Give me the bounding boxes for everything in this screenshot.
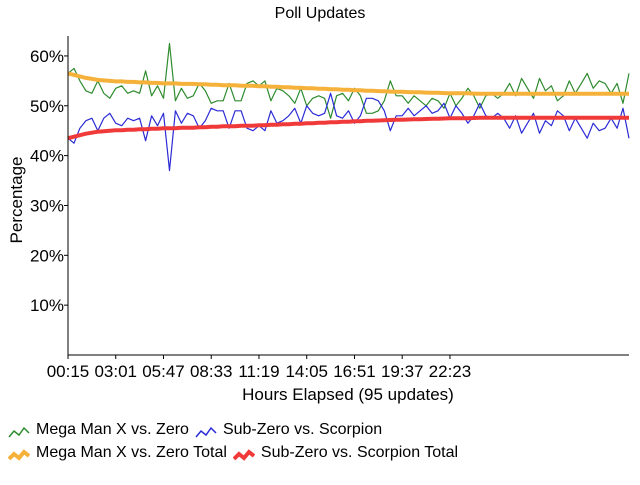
x-axis-ticks: 00:15 03:01 05:47 08:33 11:19 14:05 16:51 19:37… bbox=[47, 355, 472, 381]
y-tick-label: 10% bbox=[30, 296, 64, 315]
x-axis-label: Hours Elapsed (95 updates) bbox=[242, 385, 454, 404]
legend-row-1: Mega Man X vs. Zero Sub-Zero vs. Scorpio… bbox=[8, 418, 464, 441]
chart-title: Poll Updates bbox=[275, 5, 366, 22]
legend-label-megaman-total: Mega Man X vs. Zero Total bbox=[36, 444, 227, 461]
legend-label-megaman: Mega Man X vs. Zero bbox=[36, 421, 189, 438]
y-tick-label: 20% bbox=[30, 246, 64, 265]
legend-item-megaman: Mega Man X vs. Zero bbox=[8, 418, 189, 441]
legend-swatch-subzero-icon bbox=[195, 423, 217, 437]
legend-label-subzero: Sub-Zero vs. Scorpion bbox=[222, 421, 383, 438]
legend-item-subzero: Sub-Zero vs. Scorpion bbox=[195, 418, 382, 441]
x-tick-label: 00:15 bbox=[47, 362, 90, 381]
series-lines bbox=[67, 42, 630, 172]
x-tick-label: 22:23 bbox=[429, 362, 472, 381]
x-tick-label: 08:33 bbox=[190, 362, 233, 381]
legend-swatch-subzero-total-icon bbox=[232, 446, 256, 461]
legend-swatch-megaman-total-icon bbox=[7, 446, 31, 461]
x-tick-label: 11:19 bbox=[238, 362, 279, 381]
series-line-subzero-total bbox=[67, 115, 629, 141]
legend-item-megaman-total: Mega Man X vs. Zero Total bbox=[7, 441, 227, 464]
legend-label-subzero-total: Sub-Zero vs. Scorpion Total bbox=[260, 444, 459, 461]
y-tick-label: 50% bbox=[30, 97, 64, 116]
y-axis-label: Percentage bbox=[7, 157, 26, 244]
y-tick-label: 60% bbox=[30, 47, 64, 66]
legend: Mega Man X vs. Zero Sub-Zero vs. Scorpio… bbox=[7, 418, 464, 464]
x-tick-label: 05:47 bbox=[142, 362, 185, 381]
x-tick-label: 16:51 bbox=[333, 362, 376, 381]
legend-row-2: Mega Man X vs. Zero Total Sub-Zero vs. S… bbox=[7, 441, 464, 464]
y-tick-label: 30% bbox=[30, 196, 64, 215]
legend-item-subzero-total: Sub-Zero vs. Scorpion Total bbox=[232, 441, 459, 464]
series-line-subzero bbox=[67, 92, 630, 172]
x-tick-label: 03:01 bbox=[94, 362, 137, 381]
y-tick-label: 40% bbox=[30, 147, 64, 166]
series-line-megaman-total bbox=[67, 71, 629, 96]
x-tick-label: 19:37 bbox=[381, 362, 424, 381]
x-tick-label: 14:05 bbox=[285, 362, 328, 381]
legend-swatch-megaman-icon bbox=[8, 423, 30, 437]
series-line-megaman bbox=[67, 42, 630, 119]
y-axis-ticks: 10% 20% 30% 40% 50% 60% bbox=[30, 47, 68, 315]
